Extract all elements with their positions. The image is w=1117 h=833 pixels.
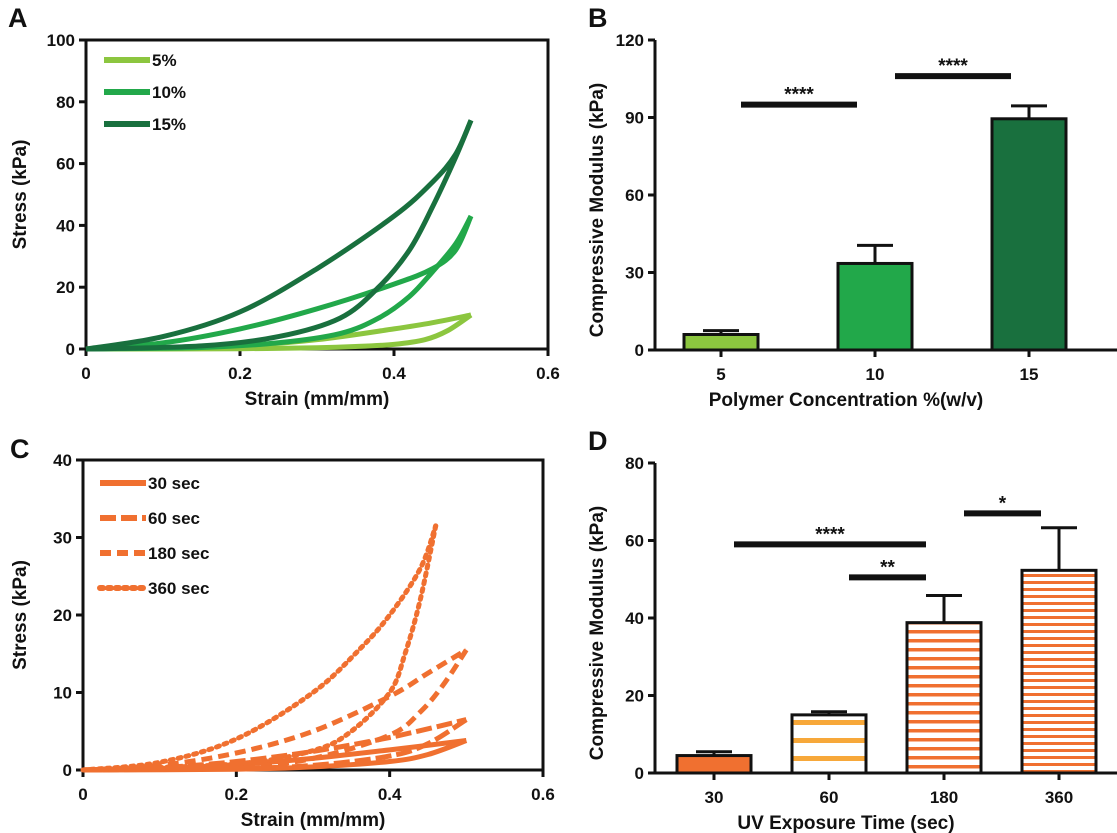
x-tick-label: 0.2 [225, 785, 249, 804]
bar [675, 754, 753, 775]
significance-label: ** [880, 557, 895, 578]
bar [836, 261, 914, 352]
y-tick-label: 60 [56, 155, 75, 174]
legend-label: 60 sec [148, 509, 200, 528]
unloading-curve [82, 648, 469, 773]
x-tick-label: 0.2 [228, 364, 252, 383]
x-tick-label: 0.6 [531, 785, 555, 804]
bar-10 [836, 243, 914, 352]
series-15-: 15% [85, 115, 474, 352]
panel-letter: C [10, 434, 30, 464]
y-tick-label: 30 [53, 529, 72, 548]
legend-label: 360 sec [148, 579, 209, 598]
unloading-curve [85, 119, 474, 352]
bar-60 [790, 710, 868, 775]
x-tick-label: 0.4 [382, 364, 406, 383]
legend-label: 10% [152, 83, 186, 102]
y-tick-label: 60 [625, 532, 644, 551]
y-tick-label: 20 [625, 687, 644, 706]
bar [682, 333, 760, 352]
panel-d: D 0 20 40 60 80 UV Exposure Time (sec) Compress… [587, 426, 1117, 833]
unloading-curve [82, 717, 468, 773]
y-tick-label: 30 [625, 264, 644, 283]
series-180-sec: 180 sec [82, 544, 469, 773]
x-tick-label: 360 [1045, 788, 1073, 807]
bar [1020, 568, 1098, 775]
unloading-curve [80, 523, 439, 773]
y-tick-label: 0 [66, 340, 75, 359]
y-axis-title: Compressive Modulus (kPa) [587, 83, 608, 337]
loading-curve [85, 215, 474, 352]
y-tick-label: 90 [625, 109, 644, 128]
significance-bracket: ** [849, 557, 926, 581]
legend-label: 5% [152, 51, 177, 70]
y-tick-label: 80 [625, 454, 644, 473]
bar-180 [905, 594, 983, 775]
x-axis-title: Polymer Concentration %(w/v) [709, 390, 984, 411]
y-tick-label: 100 [47, 31, 75, 50]
y-tick-label: 20 [53, 606, 72, 625]
y-tick-label: 20 [56, 278, 75, 297]
panel-letter: A [8, 3, 28, 33]
x-tick-label: 0 [81, 364, 90, 383]
series-360-sec: 360 sec [80, 523, 439, 773]
y-tick-label: 80 [56, 93, 75, 112]
panel-b: B 0 30 60 90 120 Polymer Concentration %(w/v) C… [587, 3, 1117, 411]
x-tick-label: 5 [716, 365, 725, 384]
y-tick-label: 40 [625, 609, 644, 628]
y-tick-label: 0 [635, 341, 644, 360]
significance-bracket: **** [734, 524, 926, 548]
y-tick-label: 0 [63, 761, 72, 780]
x-tick-label: 180 [930, 788, 958, 807]
y-tick-label: 40 [53, 451, 72, 470]
panel-a: A 0 20 40 60 80 100 0 0.2 0.4 0.6 Strain (mm/mm) Str… [8, 3, 560, 410]
significance-bracket: * [964, 493, 1041, 517]
bar-5 [682, 329, 760, 352]
significance-bracket: **** [741, 85, 857, 108]
significance-label: **** [938, 56, 968, 77]
x-tick-label: 30 [705, 788, 724, 807]
significance-label: **** [784, 85, 814, 106]
y-tick-label: 40 [56, 216, 75, 235]
unloading-curve [85, 214, 474, 352]
x-tick-label: 0 [78, 785, 87, 804]
legend-label: 15% [152, 115, 186, 134]
y-tick-label: 0 [635, 764, 644, 783]
bar-15 [990, 104, 1068, 352]
y-tick-label: 120 [616, 31, 644, 50]
y-axis-title: Compressive Modulus (kPa) [587, 506, 608, 760]
x-tick-label: 10 [866, 365, 885, 384]
bar [790, 713, 868, 775]
x-axis-title: Strain (mm/mm) [245, 389, 390, 410]
legend-label: 30 sec [148, 474, 200, 493]
bar-360 [1020, 526, 1098, 775]
bar [990, 117, 1068, 352]
plot-frame [81, 458, 545, 772]
x-tick-label: 15 [1020, 365, 1039, 384]
loading-curve [80, 523, 439, 773]
x-tick-label: 0.6 [536, 364, 560, 383]
panel-letter: B [588, 3, 608, 33]
significance-bracket: **** [895, 56, 1011, 80]
y-axis-title: Stress (kPa) [10, 560, 31, 670]
y-tick-label: 10 [53, 684, 72, 703]
legend-label: 180 sec [148, 544, 209, 563]
bar-30 [675, 750, 753, 775]
x-tick-label: 0.4 [378, 785, 402, 804]
panel-letter: D [588, 426, 608, 456]
x-axis-title: UV Exposure Time (sec) [737, 813, 954, 833]
significance-label: **** [815, 524, 845, 545]
loading-curve [85, 119, 474, 352]
x-axis-title: Strain (mm/mm) [241, 810, 386, 831]
y-tick-label: 60 [625, 186, 644, 205]
y-axis-title: Stress (kPa) [10, 140, 31, 250]
x-tick-label: 60 [820, 788, 839, 807]
bar [905, 621, 983, 775]
panel-c: C 0 10 20 30 40 0 0.2 0.4 0.6 Strain (mm/mm) Stress… [10, 434, 555, 831]
significance-label: * [999, 493, 1007, 514]
